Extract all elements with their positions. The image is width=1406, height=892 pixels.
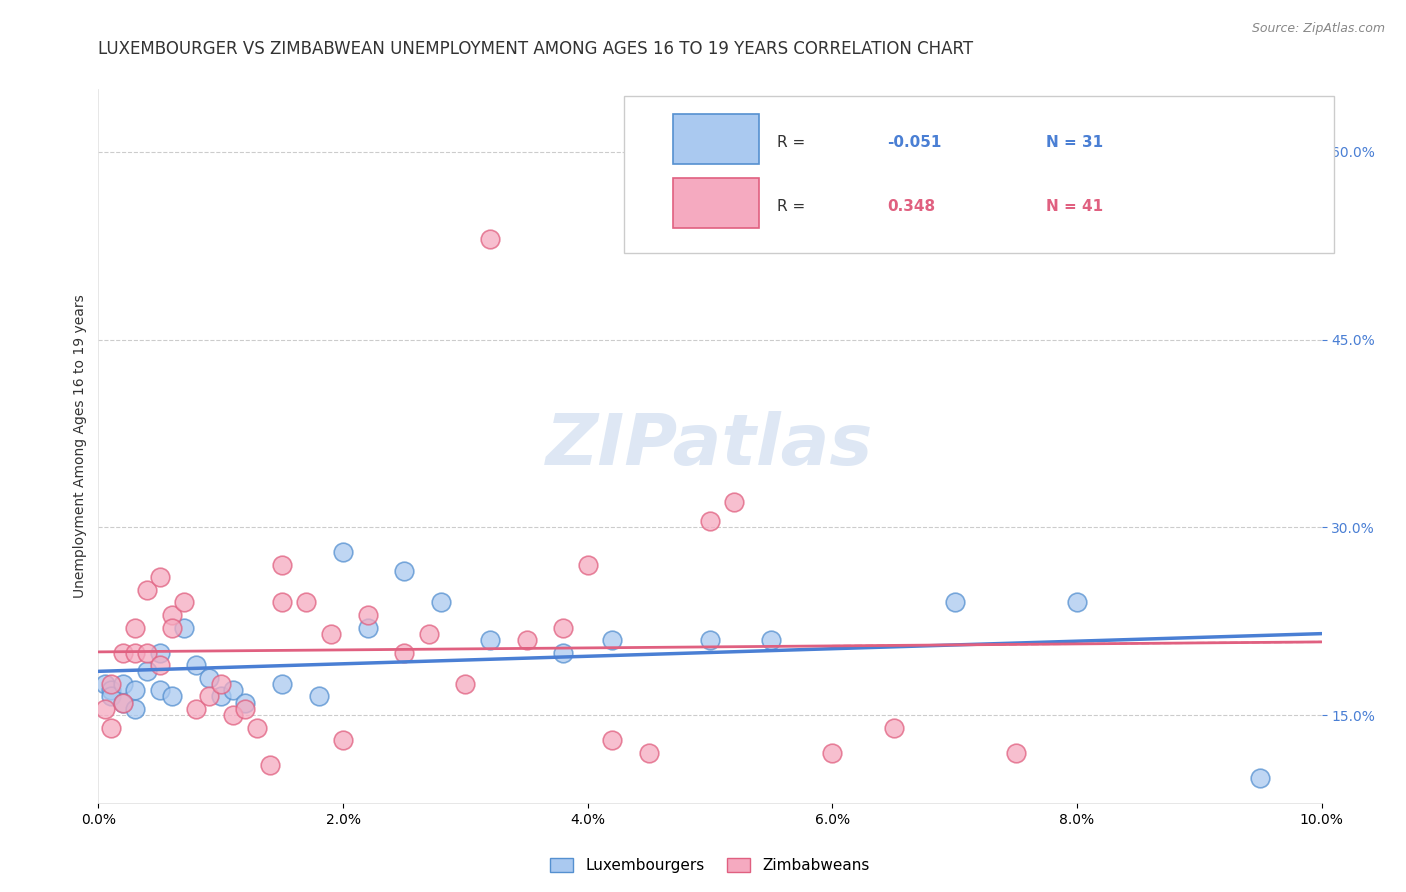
FancyBboxPatch shape [624, 96, 1334, 253]
Point [270, 677, 292, 691]
Point [149, 683, 172, 698]
Point [233, 696, 256, 710]
Point [149, 570, 172, 584]
Point [454, 677, 477, 691]
Point [553, 621, 575, 635]
Point [1066, 595, 1088, 609]
Point [319, 627, 342, 641]
Point [270, 595, 292, 609]
Point [295, 595, 318, 609]
Point [418, 627, 440, 641]
Text: 0.348: 0.348 [887, 200, 935, 214]
Point [1249, 771, 1271, 785]
Point [600, 633, 623, 648]
Point [160, 621, 183, 635]
Point [637, 746, 661, 760]
Point [149, 646, 172, 660]
Point [124, 683, 146, 698]
Point [186, 658, 208, 673]
Point [197, 690, 219, 704]
Point [699, 633, 721, 648]
Point [149, 658, 172, 673]
Point [1004, 746, 1026, 760]
Point [943, 595, 966, 609]
Point [308, 690, 330, 704]
Point [93, 702, 115, 716]
Point [821, 746, 844, 760]
Point [576, 558, 599, 572]
Point [222, 708, 245, 723]
Point [209, 677, 232, 691]
Point [124, 646, 146, 660]
Point [100, 677, 122, 691]
Point [699, 514, 721, 528]
Point [111, 696, 134, 710]
Point [392, 564, 416, 578]
Point [111, 696, 134, 710]
Point [553, 646, 575, 660]
Point [356, 621, 378, 635]
Point [100, 721, 122, 735]
Point [186, 702, 208, 716]
Text: -0.051: -0.051 [887, 136, 942, 150]
Text: N = 41: N = 41 [1046, 200, 1104, 214]
Point [160, 607, 183, 622]
Point [173, 621, 195, 635]
Point [111, 646, 134, 660]
Point [392, 646, 416, 660]
Legend: Luxembourgers, Zimbabweans: Luxembourgers, Zimbabweans [543, 850, 877, 880]
Point [136, 646, 159, 660]
FancyBboxPatch shape [673, 178, 759, 228]
Text: ZIPatlas: ZIPatlas [547, 411, 873, 481]
Point [136, 665, 159, 679]
Point [270, 558, 292, 572]
Point [209, 690, 232, 704]
Point [259, 758, 281, 772]
Point [600, 733, 623, 747]
Point [100, 683, 122, 698]
Point [197, 671, 219, 685]
Point [222, 683, 245, 698]
Point [478, 232, 501, 246]
Point [332, 545, 354, 559]
Point [100, 690, 122, 704]
Text: Source: ZipAtlas.com: Source: ZipAtlas.com [1251, 22, 1385, 36]
Text: R =: R = [778, 200, 810, 214]
FancyBboxPatch shape [673, 114, 759, 164]
Point [124, 702, 146, 716]
Point [759, 633, 782, 648]
Point [124, 621, 146, 635]
Point [430, 595, 453, 609]
Point [332, 733, 354, 747]
Point [356, 607, 378, 622]
Point [233, 702, 256, 716]
Text: N = 31: N = 31 [1046, 136, 1104, 150]
Point [478, 633, 501, 648]
Point [93, 677, 115, 691]
Point [173, 595, 195, 609]
Point [111, 677, 134, 691]
Point [246, 721, 269, 735]
Point [723, 495, 745, 509]
Point [160, 690, 183, 704]
Point [883, 721, 905, 735]
Text: LUXEMBOURGER VS ZIMBABWEAN UNEMPLOYMENT AMONG AGES 16 TO 19 YEARS CORRELATION CH: LUXEMBOURGER VS ZIMBABWEAN UNEMPLOYMENT … [98, 40, 973, 58]
Point [136, 582, 159, 597]
Y-axis label: Unemployment Among Ages 16 to 19 years: Unemployment Among Ages 16 to 19 years [73, 294, 87, 598]
Text: R =: R = [778, 136, 810, 150]
Point [516, 633, 538, 648]
